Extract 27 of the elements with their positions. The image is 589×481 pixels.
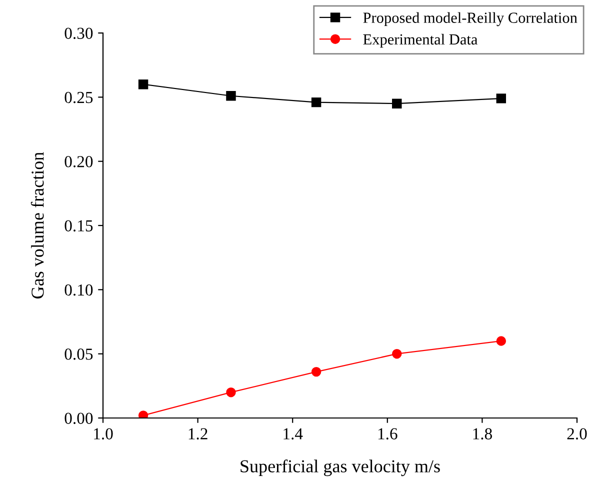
x-tick-label: 1.6	[378, 428, 398, 440]
y-tick-label: 0.20	[64, 156, 93, 168]
y-tick-label: 0.30	[64, 28, 93, 40]
x-tick-label: 1.0	[94, 428, 113, 440]
x-tick-label: 2.0	[567, 428, 587, 440]
y-tick-label: 0.00	[64, 412, 93, 424]
x-tick-label: 1.2	[188, 428, 208, 440]
legend-label: Proposed model-Reilly Correlation	[363, 12, 578, 26]
point	[138, 410, 148, 418]
y-tick-label: 0.25	[64, 92, 93, 104]
point	[311, 97, 322, 108]
y-axis-title: Gas volume fraction	[30, 152, 44, 298]
y-tick-label: 0.10	[64, 284, 93, 296]
point	[392, 98, 402, 108]
point	[226, 91, 236, 101]
point	[496, 94, 506, 104]
point	[226, 387, 236, 398]
x-tick-label: 1.8	[473, 428, 492, 440]
y-tick-label: 0.05	[64, 348, 93, 360]
x-axis-title: Superficial gas velocity m/s	[240, 460, 440, 476]
legend-label: Experimental Data	[363, 34, 478, 48]
y-tick-label: 0.15	[64, 220, 93, 232]
point	[311, 366, 322, 377]
x-tick-label: 1.4	[284, 428, 303, 440]
point	[138, 79, 148, 90]
point	[496, 336, 506, 346]
point	[392, 348, 402, 359]
